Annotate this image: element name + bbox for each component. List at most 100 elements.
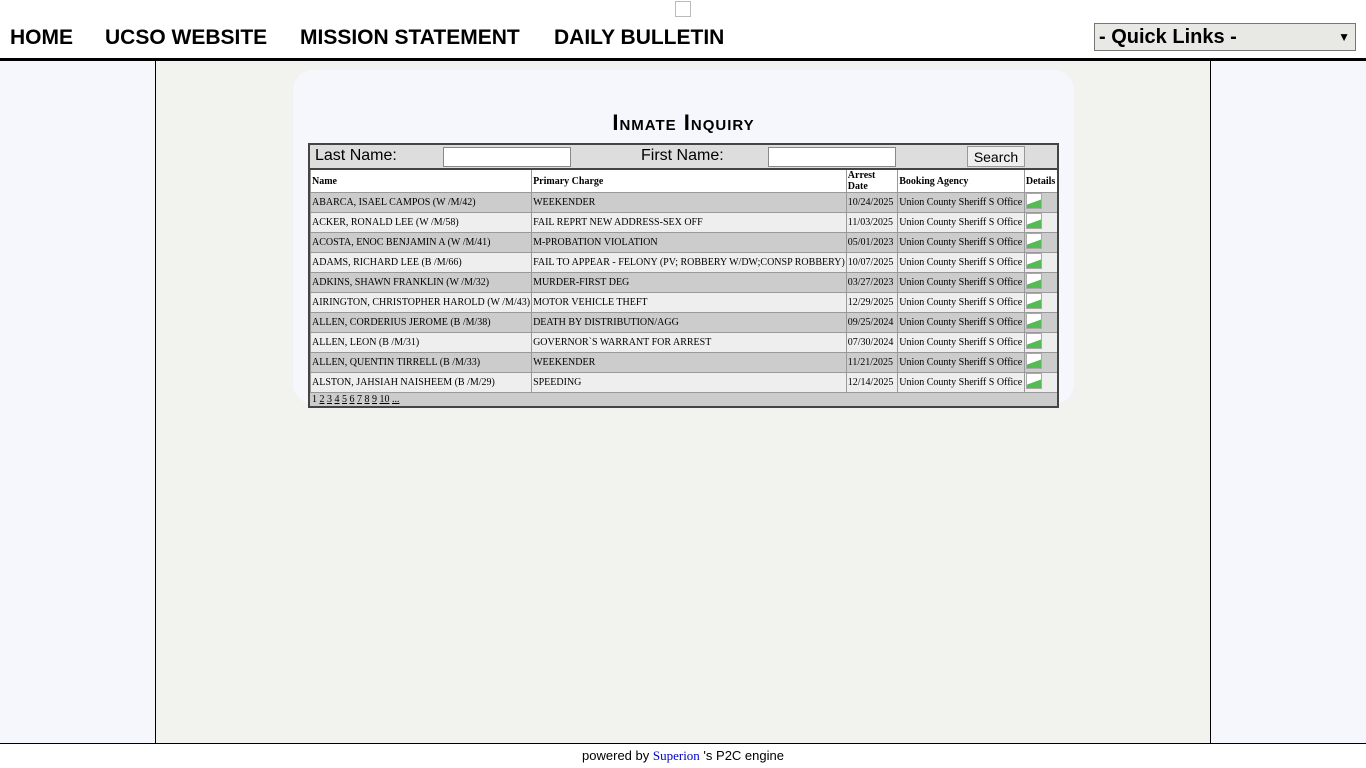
arrest-date: 11/03/2025 [845, 212, 898, 233]
details-image-icon[interactable] [1025, 253, 1042, 269]
search-button[interactable]: Search [967, 146, 1025, 167]
inmate-table: Last Name: First Name: Search Name Primar… [308, 143, 1059, 408]
footer-suffix: 's P2C engine [699, 748, 784, 763]
primary-charge: GOVERNOR`S WARRANT FOR ARREST [531, 332, 847, 353]
footer: powered by Superion 's P2C engine [0, 743, 1366, 768]
details-cell [1023, 212, 1057, 233]
logo-image-icon [675, 1, 691, 17]
table-row: ACKER, RONALD LEE (W /M/58) FAIL REPRT NE… [309, 212, 1057, 233]
details-cell [1023, 252, 1057, 273]
table-row: ALLEN, CORDERIUS JEROME (B /M/38) DEATH B… [309, 312, 1057, 333]
page-link[interactable]: 6 [349, 394, 355, 405]
last-name-input[interactable] [443, 147, 571, 167]
nav-ucso-website[interactable]: UCSO WEBSITE [105, 26, 268, 49]
booking-agency: Union County Sheriff S Office [897, 212, 1025, 233]
arrest-date: 09/25/2024 [845, 312, 898, 333]
column-header: Primary Charge [531, 170, 847, 193]
first-name-label: First Name: [641, 147, 724, 164]
arrest-date: 12/14/2025 [845, 372, 898, 392]
primary-charge: M-PROBATION VIOLATION [531, 232, 847, 253]
table-row: ABARCA, ISAEL CAMPOS (W /M/42) WEEKENDER 1… [309, 192, 1057, 213]
details-cell [1023, 312, 1057, 333]
top-nav: HOME UCSO WEBSITE MISSION STATEMENT DAIL… [0, 0, 1366, 61]
inmate-name: ACKER, RONALD LEE (W /M/58) [309, 212, 532, 233]
page-link[interactable]: 7 [357, 394, 362, 405]
primary-charge: WEEKENDER [531, 192, 847, 213]
column-header: Name [309, 170, 532, 193]
pagination: 1 2 3 4 5 6 7 8 9 10 ... [310, 392, 1057, 406]
booking-agency: Union County Sheriff S Office [897, 272, 1025, 293]
page-link[interactable]: ... [392, 394, 400, 405]
details-image-icon[interactable] [1025, 193, 1042, 209]
details-cell [1023, 292, 1057, 313]
primary-charge: MURDER-FIRST DEG [531, 272, 847, 293]
inmate-name: ALSTON, JAHSIAH NAISHEEM (B /M/29) [309, 372, 532, 392]
nav-daily-bulletin[interactable]: DAILY BULLETIN [554, 26, 725, 49]
table-row: ADKINS, SHAWN FRANKLIN (W /M/32) MURDER-F… [309, 272, 1057, 293]
chevron-down-icon: ▼ [1338, 30, 1350, 44]
details-image-icon[interactable] [1025, 353, 1042, 369]
page-link[interactable]: 9 [372, 394, 377, 405]
inmate-name: ALLEN, LEON (B /M/31) [309, 332, 532, 353]
inmate-name: ABARCA, ISAEL CAMPOS (W /M/42) [309, 192, 532, 213]
arrest-date: 11/21/2025 [845, 352, 898, 373]
last-name-label: Last Name: [315, 147, 397, 164]
page-link[interactable]: 4 [334, 394, 340, 405]
column-header: Arrest Date [845, 170, 898, 193]
nav-home[interactable]: HOME [10, 26, 73, 49]
inmate-name: ALLEN, QUENTIN TIRRELL (B /M/33) [309, 352, 532, 373]
booking-agency: Union County Sheriff S Office [897, 372, 1025, 392]
table-row: ALSTON, JAHSIAH NAISHEEM (B /M/29) SPEEDI… [309, 372, 1057, 392]
page-link[interactable]: 5 [342, 394, 347, 405]
booking-agency: Union County Sheriff S Office [897, 312, 1025, 333]
details-image-icon[interactable] [1025, 313, 1042, 329]
primary-charge: FAIL TO APPEAR - FELONY (PV; ROBBERY W/D… [531, 252, 847, 273]
page-link[interactable]: 3 [327, 394, 332, 405]
details-image-icon[interactable] [1025, 273, 1042, 289]
details-cell [1023, 332, 1057, 353]
inmate-name: ADAMS, RICHARD LEE (B /M/66) [309, 252, 532, 273]
quick-links-value: - Quick Links - [1099, 26, 1237, 48]
first-name-input[interactable] [768, 147, 896, 167]
page-title: Inmate Inquiry [612, 110, 755, 135]
arrest-date: 03/27/2023 [845, 272, 898, 293]
details-cell [1023, 232, 1057, 253]
details-image-icon[interactable] [1025, 373, 1042, 389]
primary-charge: SPEEDING [531, 372, 847, 392]
column-header: Details [1023, 170, 1057, 193]
superion-link[interactable]: Superion [652, 748, 700, 763]
primary-charge: FAIL REPRT NEW ADDRESS-SEX OFF [531, 212, 847, 233]
details-cell [1023, 372, 1057, 392]
inmate-name: ALLEN, CORDERIUS JEROME (B /M/38) [309, 312, 532, 333]
search-bar: Last Name: First Name: Search [310, 145, 1057, 170]
booking-agency: Union County Sheriff S Office [897, 232, 1025, 253]
nav-mission-statement[interactable]: MISSION STATEMENT [300, 26, 520, 49]
primary-charge: DEATH BY DISTRIBUTION/AGG [531, 312, 847, 333]
details-image-icon[interactable] [1025, 213, 1042, 229]
primary-charge: WEEKENDER [531, 352, 847, 373]
primary-charge: MOTOR VEHICLE THEFT [531, 292, 847, 313]
booking-agency: Union County Sheriff S Office [897, 252, 1025, 273]
booking-agency: Union County Sheriff S Office [897, 292, 1025, 313]
details-image-icon[interactable] [1025, 293, 1042, 309]
booking-agency: Union County Sheriff S Office [897, 332, 1025, 353]
details-cell [1023, 352, 1057, 373]
booking-agency: Union County Sheriff S Office [897, 192, 1025, 213]
footer-prefix: powered by [582, 748, 653, 763]
table-row: ALLEN, LEON (B /M/31) GOVERNOR`S WARRANT … [309, 332, 1057, 353]
inmate-name: AIRINGTON, CHRISTOPHER HAROLD (W /M/43) [309, 292, 532, 313]
table-row: AIRINGTON, CHRISTOPHER HAROLD (W /M/43) M… [309, 292, 1057, 313]
page-link[interactable]: 10 [379, 394, 390, 405]
page-link[interactable]: 8 [364, 394, 370, 405]
table-row: ALLEN, QUENTIN TIRRELL (B /M/33) WEEKENDE… [309, 352, 1057, 373]
inquiry-panel: Inmate Inquiry Last Name: First Name: Se… [293, 70, 1074, 408]
arrest-date: 07/30/2024 [845, 332, 898, 353]
table-row: ACOSTA, ENOC BENJAMIN A (W /M/41) M-PROBA… [309, 232, 1057, 253]
inmate-name: ACOSTA, ENOC BENJAMIN A (W /M/41) [309, 232, 532, 253]
quick-links-select[interactable]: - Quick Links - ▼ [1094, 23, 1356, 51]
details-image-icon[interactable] [1025, 233, 1042, 249]
page-link[interactable]: 2 [319, 394, 325, 405]
table-row: ADAMS, RICHARD LEE (B /M/66) FAIL TO APPE… [309, 252, 1057, 273]
results-table: Name Primary Charge Arrest Date Booking Age… [309, 170, 1057, 392]
details-image-icon[interactable] [1025, 333, 1042, 349]
